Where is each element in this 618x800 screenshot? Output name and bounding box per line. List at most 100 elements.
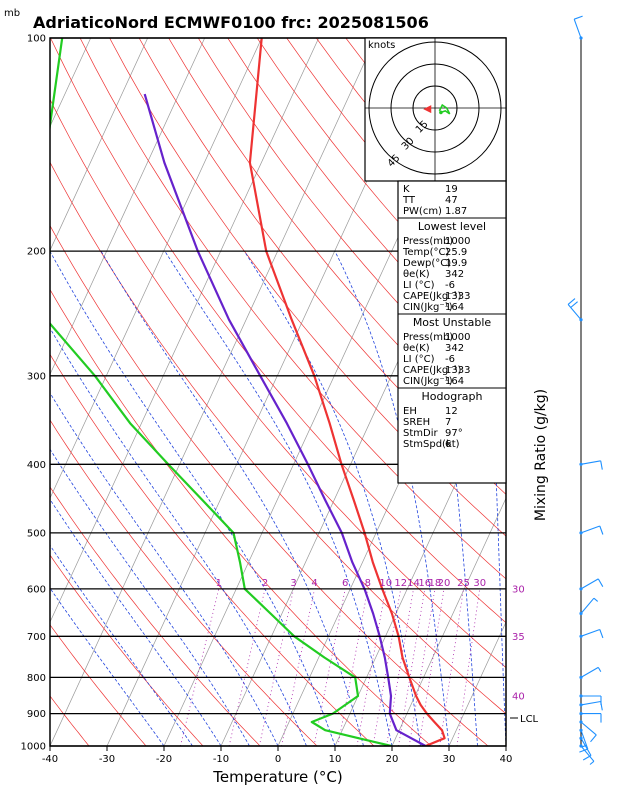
lowest-level-row-value: 1333 <box>445 291 470 302</box>
y-tick-label: 900 <box>27 709 46 720</box>
moist-adiabat-line <box>50 250 336 746</box>
y-axis-label-right: Mixing Ratio (g/kg) <box>533 389 549 521</box>
isotherm-line <box>50 38 377 746</box>
dry-adiabat-line <box>168 38 506 454</box>
storm-motion-arrow-icon <box>423 105 432 114</box>
lowest-level-row-value: 164 <box>445 302 464 313</box>
mixing-ratio-label: 14 <box>407 578 420 589</box>
y-tick-label: 200 <box>27 247 46 258</box>
wind-barb <box>579 694 602 705</box>
wind-barb-flag <box>581 744 587 748</box>
hodograph-start-dot <box>439 110 443 115</box>
dry-adiabat-line <box>50 38 506 624</box>
y-tick-label: 600 <box>27 584 46 595</box>
hodograph-stats-row-value: 97° <box>445 428 463 439</box>
most-unstable-row-value: 164 <box>445 376 464 387</box>
mixing-ratio-label: 8 <box>365 578 371 589</box>
wind-barb-flag <box>590 734 597 743</box>
isotherm-line <box>391 497 506 746</box>
dry-adiabat-line <box>50 554 204 746</box>
mixing-ratio-label: 16 <box>418 578 431 589</box>
wind-barb-flag <box>593 597 599 602</box>
wind-barb <box>579 712 602 723</box>
most-unstable-row-value: 342 <box>445 343 464 354</box>
mixing-ratio-line <box>180 588 220 746</box>
most-unstable-row-value: -6 <box>445 354 455 365</box>
wind-barb-staff <box>580 745 595 762</box>
most-unstable-row-label: CIN(Jkg⁻¹) <box>403 376 453 387</box>
mixing-ratio-label: 25 <box>457 578 470 589</box>
background-grid <box>50 38 506 746</box>
wind-barb <box>579 597 599 616</box>
most-unstable-row-label: θe(K) <box>403 343 430 354</box>
wind-barb <box>579 578 604 591</box>
isotherm-line <box>50 38 263 500</box>
theta-e-label: 35 <box>512 632 525 643</box>
isotherm-line <box>50 38 149 252</box>
mixing-ratio-label: 20 <box>438 578 451 589</box>
lowest-level-row-value: 25.9 <box>445 247 467 258</box>
stats-general-label: TT <box>402 195 416 206</box>
chart-title: AdriaticoNord ECMWF0100 frc: 2025081506 <box>33 13 429 32</box>
mixing-ratio-label: 6 <box>342 578 348 589</box>
stats-general-value: 47 <box>445 195 458 206</box>
hodograph-trace <box>438 103 451 115</box>
moist-adiabat-line <box>50 392 279 746</box>
hodograph-stats-row-label: SREH <box>403 417 430 428</box>
x-tick-label: 10 <box>329 754 342 765</box>
wind-barb <box>579 720 597 743</box>
dry-adiabat-line <box>50 98 506 669</box>
dry-adiabat-line <box>50 624 147 746</box>
wind-barb-flag <box>599 629 604 639</box>
stats-general-value: 19 <box>445 184 458 195</box>
lcl-label: LCL <box>520 714 539 725</box>
x-tick-label: 0 <box>275 754 281 765</box>
moist-adiabat-line <box>50 327 307 746</box>
mixing-ratio-line <box>386 588 414 746</box>
wind-barb-staff <box>580 730 589 750</box>
theta-e-label: 30 <box>512 584 525 595</box>
hodograph-unit: knots <box>368 40 395 51</box>
isotherm-line <box>50 38 206 376</box>
wind-barb-flag <box>600 460 603 470</box>
lowest-level-row-label: θe(K) <box>403 269 430 280</box>
hodograph-stats-row-value: 12 <box>445 406 458 417</box>
mixing-ratio-line <box>337 588 369 746</box>
theta-e-labels: 30 35 40 <box>512 584 525 702</box>
mixing-ratio-line <box>258 588 294 746</box>
x-tick-label: -30 <box>99 754 115 765</box>
mixing-ratio-label: 2 <box>262 578 268 589</box>
moist-adiabat-line <box>50 448 250 746</box>
wind-barb <box>573 15 583 40</box>
mixing-ratio-label: 18 <box>429 578 442 589</box>
wind-barb <box>579 728 589 753</box>
wind-barb-staff <box>580 460 601 465</box>
mixing-ratio-line <box>281 588 315 746</box>
dry-adiabat-line <box>50 288 432 746</box>
mixing-ratio-label: 1 <box>216 578 222 589</box>
hodograph-stats-row-label: StmSpd(kt) <box>403 439 460 450</box>
lowest-level-row-value: -6 <box>445 280 455 291</box>
wind-barb-staff <box>580 666 599 678</box>
temperature-line <box>248 38 446 746</box>
lowest-level-row-value: 19.9 <box>445 258 467 269</box>
wind-barb-flag <box>599 525 604 535</box>
wind-barb-staff <box>580 721 597 736</box>
stats-general-label: K <box>403 184 410 195</box>
stats-general-label: PW(cm) <box>403 206 442 217</box>
dewpoint-line <box>50 38 392 746</box>
mixing-ratio-line <box>372 588 402 746</box>
mixing-ratio-label: 4 <box>311 578 317 589</box>
dry-adiabat-line <box>50 353 375 746</box>
wind-barb-staff <box>580 597 595 614</box>
x-tick-label: 40 <box>500 754 513 765</box>
y-tick-label: 400 <box>27 460 46 471</box>
mixing-ratio-label: 12 <box>394 578 407 589</box>
hodograph-stats-row-label: StmDir <box>403 428 438 439</box>
wind-barb-staff <box>580 628 600 637</box>
y-tick-label: 800 <box>27 673 46 684</box>
